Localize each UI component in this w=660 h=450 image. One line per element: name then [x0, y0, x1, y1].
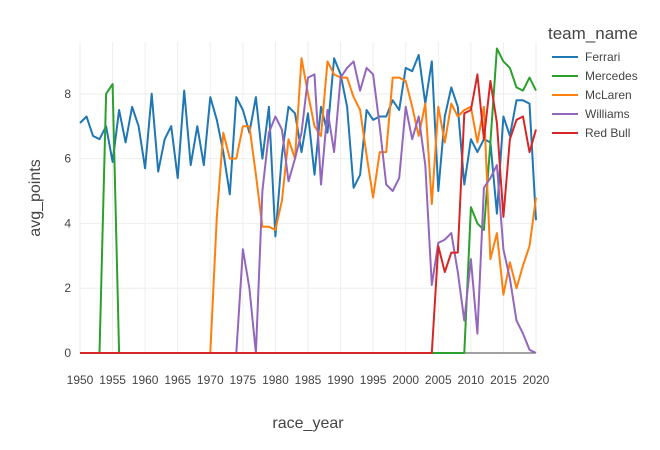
x-tick-label: 2010 [458, 373, 485, 387]
legend-label: Ferrari [585, 50, 620, 64]
legend-label: Red Bull [585, 126, 630, 140]
x-tick-label: 1950 [67, 373, 94, 387]
series-lines [79, 47, 537, 354]
legend-title: team_name [548, 24, 638, 43]
legend-item-ferrari[interactable]: Ferrari [552, 50, 620, 64]
x-tick-label: 1985 [295, 373, 322, 387]
series-line-williams [80, 60, 537, 354]
series-line-red-bull [80, 73, 537, 354]
x-tick-labels: 1950 1955 1960 1965 1970 1975 1980 1985 1990 1995… [67, 373, 550, 387]
x-tick-label: 1975 [230, 373, 257, 387]
y-tick-labels: 0 2 4 6 8 [64, 87, 71, 360]
legend-item-mclaren[interactable]: McLaren [552, 88, 632, 102]
y-tick-label: 0 [64, 346, 71, 360]
series-line-mercedes [80, 47, 537, 354]
x-tick-label: 1990 [327, 373, 354, 387]
x-axis-title: race_year [272, 415, 344, 432]
legend-label: Williams [585, 107, 630, 121]
x-tick-label: 1955 [99, 373, 126, 387]
y-tick-label: 2 [64, 281, 71, 295]
y-tick-label: 4 [64, 216, 71, 230]
legend-item-red-bull[interactable]: Red Bull [552, 126, 630, 140]
x-tick-label: 2020 [523, 373, 550, 387]
series-line-ferrari [79, 54, 537, 238]
y-tick-label: 6 [64, 152, 71, 166]
x-tick-label: 1960 [132, 373, 159, 387]
series-line-mclaren [80, 57, 537, 354]
grid-lines [79, 42, 537, 354]
x-tick-label: 1965 [164, 373, 191, 387]
x-tick-label: 2005 [425, 373, 452, 387]
x-tick-label: 1970 [197, 373, 224, 387]
legend-label: McLaren [585, 88, 632, 102]
legend-item-mercedes[interactable]: Mercedes [552, 69, 638, 83]
legend[interactable]: team_name Ferrari Mercedes McLaren Williams… [548, 24, 638, 140]
x-tick-label: 2000 [392, 373, 419, 387]
legend-label: Mercedes [585, 69, 638, 83]
x-tick-label: 1995 [360, 373, 387, 387]
x-tick-label: 2015 [490, 373, 517, 387]
x-tick-label: 1980 [262, 373, 289, 387]
legend-item-williams[interactable]: Williams [552, 107, 630, 121]
y-axis-title: avg_points [27, 159, 44, 236]
y-tick-label: 8 [64, 87, 71, 101]
